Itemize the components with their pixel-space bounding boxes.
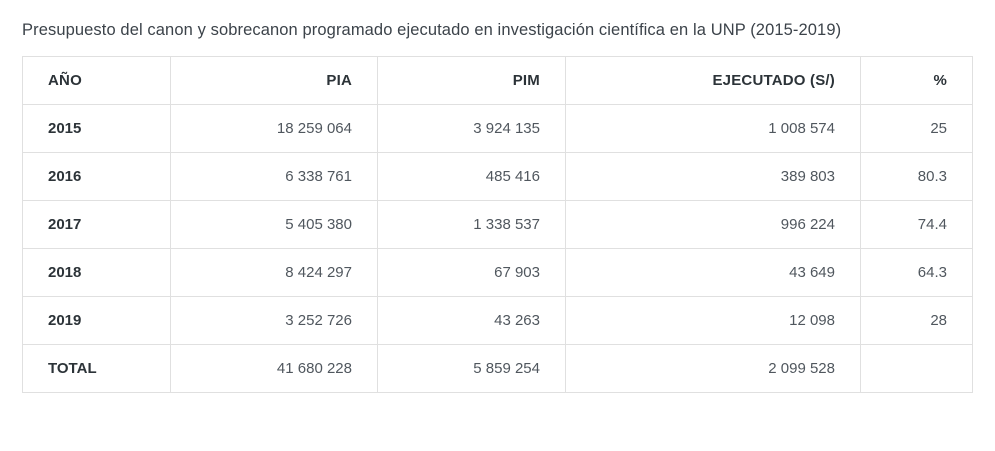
page-title: Presupuesto del canon y sobrecanon progr… — [22, 21, 842, 39]
year-cell: 2015 — [22, 104, 171, 153]
table-row-2018: 2018 8 424 297 67 903 43 649 64.3 — [22, 248, 973, 297]
pia-cell: 5 405 380 — [170, 200, 378, 249]
pct-cell: 74.4 — [860, 200, 973, 249]
pct-cell: 28 — [860, 296, 973, 345]
ejecutado-cell: 1 008 574 — [565, 104, 861, 153]
table-row-total: TOTAL 41 680 228 5 859 254 2 099 528 — [22, 344, 973, 393]
total-label-cell: TOTAL — [22, 344, 171, 393]
ejecutado-cell: 389 803 — [565, 152, 861, 201]
pim-cell: 1 338 537 — [377, 200, 566, 249]
column-header-ano: AÑO — [22, 56, 171, 105]
ejecutado-cell: 2 099 528 — [565, 344, 861, 393]
column-header-ejecutado: EJECUTADO (S/) — [565, 56, 861, 105]
pia-cell: 3 252 726 — [170, 296, 378, 345]
table-row-2017: 2017 5 405 380 1 338 537 996 224 74.4 — [22, 200, 973, 249]
ejecutado-cell: 12 098 — [565, 296, 861, 345]
budget-table: AÑO PIA PIM EJECUTADO (S/) % 2015 18 259… — [22, 56, 973, 393]
year-cell: 2019 — [22, 296, 171, 345]
pia-cell: 8 424 297 — [170, 248, 378, 297]
pia-cell: 6 338 761 — [170, 152, 378, 201]
pim-cell: 43 263 — [377, 296, 566, 345]
pim-cell: 485 416 — [377, 152, 566, 201]
pct-cell — [860, 344, 973, 393]
pct-cell: 25 — [860, 104, 973, 153]
column-header-pct: % — [860, 56, 973, 105]
year-cell: 2016 — [22, 152, 171, 201]
pct-cell: 80.3 — [860, 152, 973, 201]
pia-cell: 41 680 228 — [170, 344, 378, 393]
table-row-2016: 2016 6 338 761 485 416 389 803 80.3 — [22, 152, 973, 201]
ejecutado-cell: 43 649 — [565, 248, 861, 297]
column-header-pia: PIA — [170, 56, 378, 105]
table-header-row: AÑO PIA PIM EJECUTADO (S/) % — [22, 56, 973, 105]
table-row-2015: 2015 18 259 064 3 924 135 1 008 574 25 — [22, 104, 973, 153]
table-row-2019: 2019 3 252 726 43 263 12 098 28 — [22, 296, 973, 345]
pim-cell: 67 903 — [377, 248, 566, 297]
pim-cell: 3 924 135 — [377, 104, 566, 153]
pia-cell: 18 259 064 — [170, 104, 378, 153]
year-cell: 2018 — [22, 248, 171, 297]
column-header-pim: PIM — [377, 56, 566, 105]
pct-cell: 64.3 — [860, 248, 973, 297]
year-cell: 2017 — [22, 200, 171, 249]
ejecutado-cell: 996 224 — [565, 200, 861, 249]
pim-cell: 5 859 254 — [377, 344, 566, 393]
